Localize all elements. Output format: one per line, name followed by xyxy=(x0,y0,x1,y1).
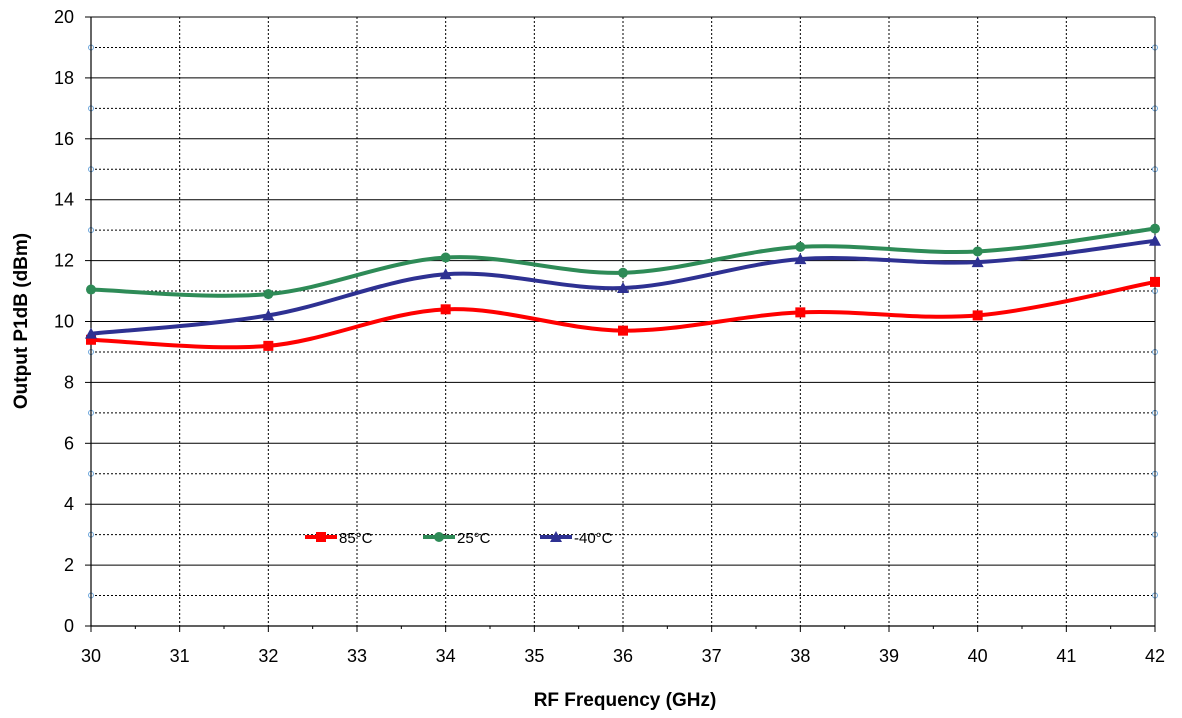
legend-item: -40°C xyxy=(540,530,613,547)
axes: 30 31 32 33 34 35 36 37 38 39 40 41 42 0 2 4 6 8 10 12 14 16 1… xyxy=(54,7,1165,666)
legend-marker xyxy=(434,532,444,542)
x-tick-label: 36 xyxy=(613,646,633,666)
x-tick-label: 40 xyxy=(968,646,988,666)
y-tick-label: 18 xyxy=(54,68,74,88)
series-1 xyxy=(86,276,1160,351)
data-point xyxy=(86,284,96,295)
y-tick-label: 8 xyxy=(64,372,74,392)
legend-item: 85°C xyxy=(305,530,373,547)
x-tick-label: 32 xyxy=(258,646,278,666)
y-tick-label: 6 xyxy=(64,433,74,453)
data-point xyxy=(86,334,96,345)
x-axis-title: RF Frequency (GHz) xyxy=(534,690,717,711)
y-tick-label: 10 xyxy=(54,312,74,332)
x-tick-label: 31 xyxy=(170,646,190,666)
x-tick-label: 42 xyxy=(1145,646,1165,666)
legend-item: 25°C xyxy=(423,530,491,547)
data-point xyxy=(794,253,807,265)
y-tick-label: 20 xyxy=(54,7,74,27)
data-point xyxy=(972,246,983,257)
y-axis-title: Output P1dB (dBm) xyxy=(11,233,32,409)
x-tick-label: 37 xyxy=(702,646,722,666)
data-point xyxy=(1150,276,1160,287)
data-point xyxy=(1150,223,1160,234)
x-tick-label: 30 xyxy=(81,646,101,666)
legend-label: -40°C xyxy=(574,530,613,547)
data-point xyxy=(795,241,806,252)
y-tick-label: 12 xyxy=(54,251,74,271)
data-point xyxy=(1149,234,1161,246)
x-tick-label: 33 xyxy=(347,646,367,666)
x-tick-label: 39 xyxy=(879,646,899,666)
legend-marker xyxy=(550,531,562,542)
series-3 xyxy=(85,234,1161,339)
data-point xyxy=(617,282,629,294)
series-2 xyxy=(86,223,1160,300)
legend-label: 85°C xyxy=(339,530,373,547)
x-tick-label: 34 xyxy=(436,646,456,666)
data-point xyxy=(795,307,806,318)
series-layer xyxy=(85,223,1161,351)
data-point xyxy=(262,309,275,321)
data-point xyxy=(618,267,628,278)
y-tick-label: 4 xyxy=(64,494,74,514)
x-tick-label: 41 xyxy=(1056,646,1076,666)
y-tick-label: 0 xyxy=(64,616,74,636)
y-tick-label: 2 xyxy=(64,555,74,575)
data-point xyxy=(85,327,97,339)
x-tick-label: 38 xyxy=(790,646,810,666)
data-point xyxy=(263,289,274,300)
data-point xyxy=(263,340,274,351)
legend-label: 25°C xyxy=(457,530,491,547)
data-point xyxy=(439,268,452,280)
data-point xyxy=(440,252,451,263)
data-point xyxy=(971,256,984,268)
grid xyxy=(88,16,1158,626)
y-tick-label: 14 xyxy=(54,190,74,210)
data-point xyxy=(618,325,628,336)
legend: 85°C 25°C -40°C xyxy=(305,530,613,547)
data-point xyxy=(440,304,451,315)
legend-marker xyxy=(316,532,326,542)
y-tick-label: 16 xyxy=(54,129,74,149)
data-point xyxy=(972,310,983,321)
x-tick-label: 35 xyxy=(524,646,544,666)
